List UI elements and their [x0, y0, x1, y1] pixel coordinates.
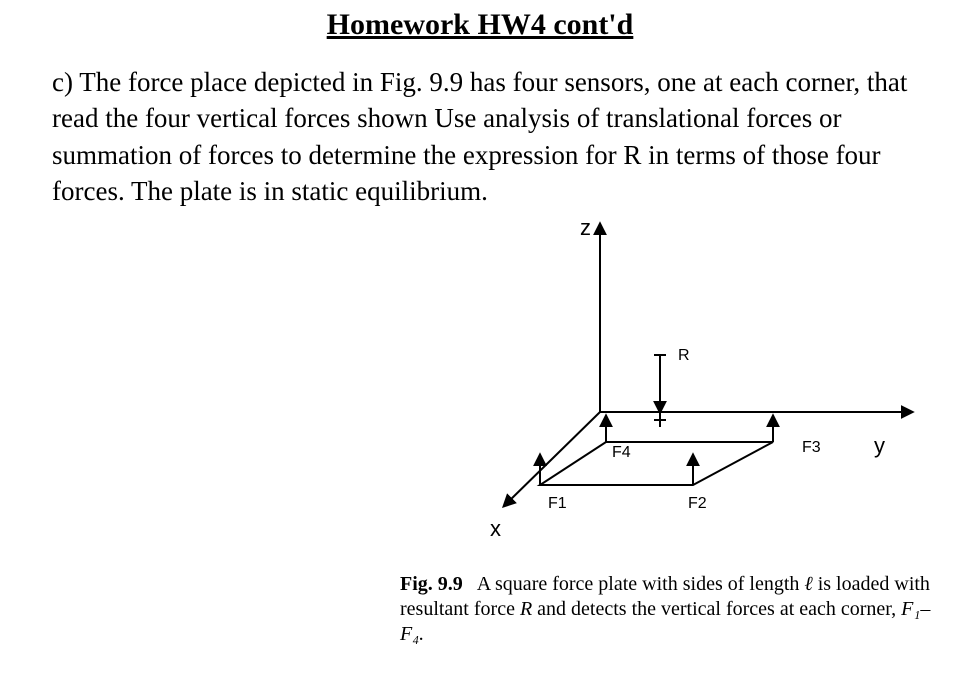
problem-statement: c) The force place depicted in Fig. 9.9 … [52, 64, 922, 210]
caption-text-3: and detects the vertical forces at each … [532, 598, 901, 620]
figure-caption: Fig. 9.9 A square force plate with sides… [400, 572, 940, 647]
resultant-R-label: R [678, 347, 690, 364]
x-axis-label: x [490, 516, 501, 541]
force-F2-label: F2 [688, 495, 707, 512]
z-axis-label: z [580, 215, 591, 240]
page-title: Homework HW4 cont'd [0, 8, 960, 42]
y-axis-label: y [874, 433, 885, 458]
caption-R: R [520, 598, 532, 620]
caption-ell: ℓ [804, 573, 812, 595]
caption-fig-label: Fig. 9.9 [400, 573, 463, 595]
figure-9-9: z y x F1 F2 F4 F3 [400, 210, 940, 550]
caption-text-1: A square force plate with sides of lengt… [477, 573, 805, 595]
force-F1-label: F1 [548, 495, 567, 512]
force-plate [540, 442, 773, 485]
force-F4-label: F4 [612, 444, 631, 461]
x-axis [504, 412, 600, 506]
page: Homework HW4 cont'd c) The force place d… [0, 0, 960, 693]
force-F3-label: F3 [802, 439, 821, 456]
